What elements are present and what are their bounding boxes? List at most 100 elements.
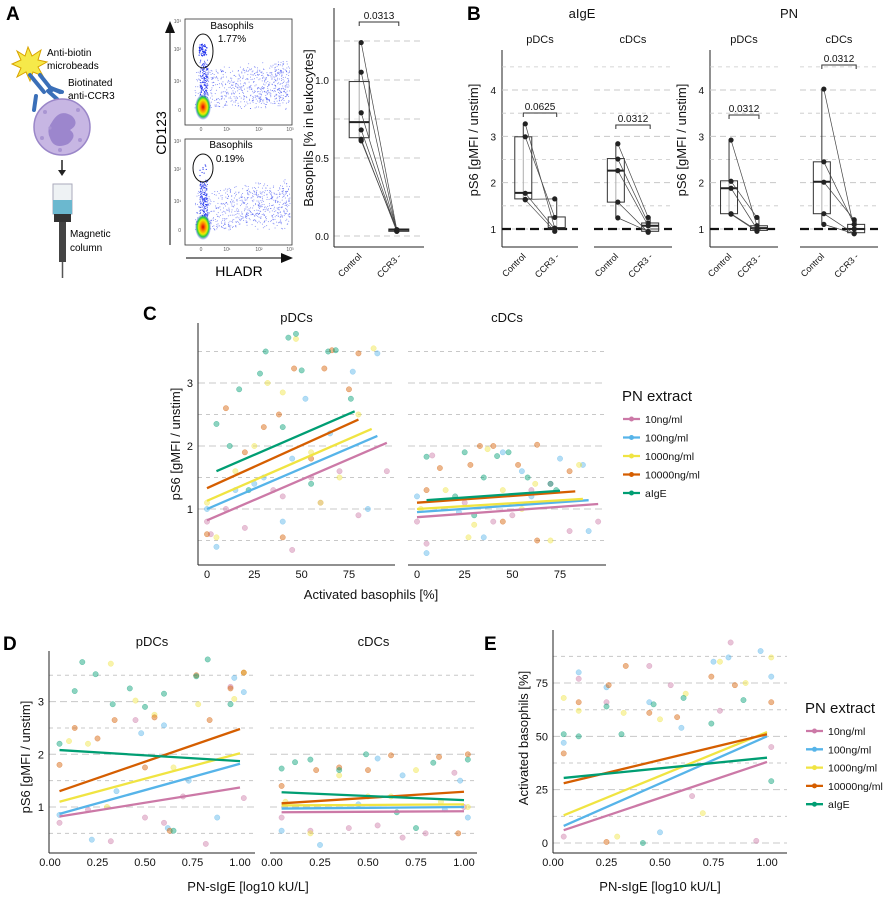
flow-event (278, 209, 280, 211)
paired-line (617, 217, 649, 232)
data-point-10000ng-ml (455, 830, 462, 837)
flow-event (237, 70, 239, 72)
flow-event (256, 214, 258, 216)
flow-event (265, 78, 267, 80)
flow-event (205, 80, 207, 82)
flow-event (250, 214, 252, 216)
flow-event (284, 88, 286, 90)
flow-event (273, 192, 275, 194)
flow-event (264, 87, 266, 89)
flow-event (203, 73, 205, 75)
flow-event (252, 201, 254, 203)
flow-event (262, 74, 264, 76)
flow-event (258, 196, 260, 198)
data-point-100ng-ml (374, 755, 381, 762)
data-point (522, 134, 528, 140)
flow-event (206, 72, 208, 74)
flow-event (253, 66, 255, 68)
flow-event (209, 199, 211, 201)
flow-event (206, 74, 208, 76)
flow-event (226, 104, 228, 106)
flow-cytometry-plots: Basophils 1.77% Basophils 0.19% CD123 HL… (153, 18, 294, 279)
flow-event (212, 220, 214, 222)
data-point-10ng-ml (107, 838, 114, 845)
flow-event (202, 51, 205, 53)
data-point-10000ng-ml (674, 714, 681, 721)
flow-event (250, 197, 252, 199)
flow-event (284, 212, 286, 214)
data-point-aIgE (92, 671, 99, 678)
flow-event (259, 69, 261, 71)
flow-event (231, 195, 233, 197)
flow-event (287, 87, 289, 89)
flow-event (254, 190, 256, 192)
flow-event (251, 214, 253, 216)
flow-event (262, 187, 264, 189)
flow-event (203, 53, 206, 55)
flow-event (254, 66, 256, 68)
data-point-10ng-ml (727, 639, 734, 646)
flow-event (271, 66, 273, 68)
flow-event (260, 74, 262, 76)
data-point-10000ng-ml (534, 441, 541, 448)
flow-event (270, 102, 272, 104)
flow-event (268, 84, 270, 86)
data-point-1000ng-ml (317, 499, 324, 506)
flow-event (216, 98, 218, 100)
flow-event (231, 209, 233, 211)
flow-event (275, 66, 277, 68)
regression-line-10ng-ml (416, 502, 599, 519)
flow-event (228, 80, 230, 82)
flow-event (205, 189, 207, 191)
data-point-10ng-ml (414, 518, 420, 525)
flow-event (207, 75, 209, 77)
flow-event (216, 191, 218, 193)
flow-event (239, 223, 241, 225)
data-point-1000ng-ml (336, 474, 343, 481)
flow-event (288, 200, 290, 202)
flow-event (245, 96, 247, 98)
flow-event (211, 89, 213, 91)
flow-event (258, 183, 260, 185)
data-point-1000ng-ml (251, 443, 258, 449)
flow-event (204, 206, 206, 208)
data-point (358, 69, 364, 75)
flow-event (207, 200, 209, 202)
flow-event (266, 91, 268, 93)
flow-event (271, 72, 273, 74)
y-tick-label: 4 (490, 86, 496, 97)
data-point-1000ng-ml (614, 833, 621, 840)
flow-event (231, 92, 233, 94)
antibody-label-2: anti-CCR3 (68, 91, 115, 102)
x-axis-label: Activated basophils [%] (304, 587, 438, 602)
flow-event (288, 193, 290, 195)
flow-event (242, 90, 244, 92)
flow-event (218, 106, 220, 108)
y-tick-label: 1 (698, 225, 704, 236)
data-point-10000ng-ml (71, 725, 78, 731)
flow-event (255, 204, 257, 206)
flow-event (217, 78, 219, 80)
flow-event (233, 74, 235, 76)
flow-event (263, 69, 265, 71)
flow-event (203, 64, 205, 66)
flow-event (279, 105, 281, 107)
flow-event (199, 195, 201, 197)
flow-event (253, 78, 255, 80)
flow-event (235, 213, 237, 215)
data-point-100ng-ml (499, 449, 506, 456)
legend-title: PN extract (805, 700, 876, 717)
flow-event (249, 211, 251, 213)
flow-event (265, 187, 267, 189)
y-tick-label: 3 (490, 132, 496, 143)
flow-event (276, 193, 278, 195)
flow-event (246, 69, 248, 71)
flow-event (265, 107, 267, 109)
flow-event (199, 50, 201, 52)
flow-event (285, 107, 287, 109)
flow-event (270, 198, 272, 200)
flow-event (205, 54, 208, 56)
flow-event (263, 99, 265, 101)
data-point-aIgE (423, 453, 430, 460)
flow-event (264, 183, 266, 185)
